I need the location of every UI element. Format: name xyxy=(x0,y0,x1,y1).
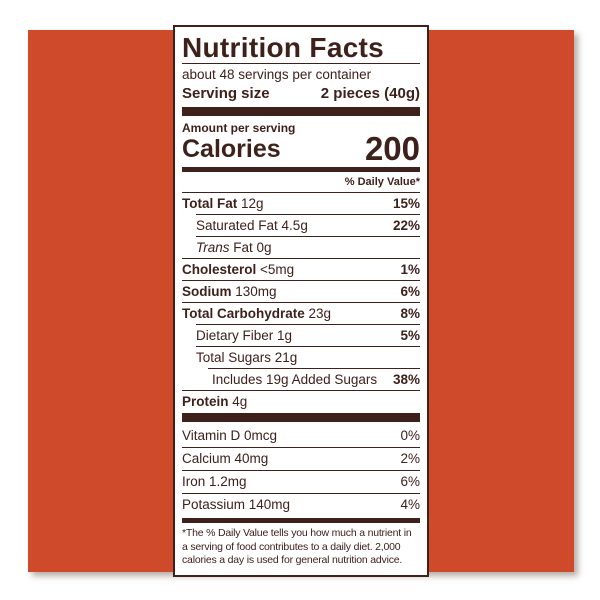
nutrient-row: Cholesterol <5mg 1% xyxy=(182,259,420,280)
calories-value: 200 xyxy=(364,130,420,168)
servings-per-container: about 48 servings per container xyxy=(182,67,372,83)
nutrient-name: Cholesterol <5mg xyxy=(182,262,295,278)
separator-rule xyxy=(182,302,420,304)
nutrient-row: Sodium 130mg 6% xyxy=(182,281,420,302)
title-rule xyxy=(182,63,420,65)
separator-rule xyxy=(182,258,420,260)
footnote-line: *The % Daily Value tells you how much a … xyxy=(182,527,412,540)
daily-value-percent: 6% xyxy=(400,474,420,490)
micronutrient-row: Calcium 40mg 2% xyxy=(182,448,420,470)
nutrient-name: Saturated Fat 4.5g xyxy=(196,218,308,234)
nutrient-row: Includes 19g Added Sugars 38% xyxy=(182,369,420,390)
daily-value-percent xyxy=(414,347,420,368)
nutrient-name: Potassium 140mg xyxy=(182,497,291,513)
separator-rule xyxy=(196,236,420,238)
nutrient-name: Total Fat 12g xyxy=(182,196,264,212)
daily-value-percent: 1% xyxy=(400,262,420,278)
nutrient-name: Vitamin D 0mcg xyxy=(182,428,278,444)
nutrient-name: Total Sugars 21g xyxy=(196,350,298,366)
separator-rule xyxy=(182,390,420,392)
nutrient-row: Total Sugars 21g xyxy=(182,347,420,368)
separator-rule xyxy=(182,192,420,194)
nutrient-name: Dietary Fiber 1g xyxy=(196,328,293,344)
separator-rule xyxy=(182,493,420,495)
daily-value-percent xyxy=(414,391,420,412)
separator-rule xyxy=(208,368,420,370)
daily-value-percent: 6% xyxy=(400,284,420,300)
daily-value-percent: 5% xyxy=(400,328,420,344)
serving-size-label: Serving size xyxy=(182,85,270,103)
daily-value-percent xyxy=(414,237,420,258)
nutrient-row: Saturated Fat 4.5g 22% xyxy=(182,215,420,236)
nutrient-row: Trans Fat 0g xyxy=(182,237,420,258)
daily-value-percent: 4% xyxy=(400,497,420,513)
amount-per-serving-label: Amount per serving xyxy=(182,121,296,136)
calories-label: Calories xyxy=(182,135,281,164)
label-title: Nutrition Facts xyxy=(182,32,385,64)
orange-card: Nutrition Facts about 48 servings per co… xyxy=(28,25,574,577)
nutrient-name: Protein 4g xyxy=(182,394,248,410)
daily-value-percent: 8% xyxy=(400,306,420,322)
micronutrient-row: Potassium 140mg 4% xyxy=(182,494,420,516)
serving-size-row: Serving size 2 pieces (40g) xyxy=(182,83,420,106)
footnote-line: calories a day is used for general nutri… xyxy=(182,554,403,567)
micronutrient-rows: Vitamin D 0mcg 0% Calcium 40mg 2% Iron 1.2mg… xyxy=(182,425,420,516)
daily-value-header: % Daily Value* xyxy=(344,176,420,189)
micronutrient-row: Vitamin D 0mcg 0% xyxy=(182,425,420,447)
nutrient-name: Sodium 130mg xyxy=(182,284,277,300)
separator-rule xyxy=(196,346,420,348)
micronutrient-row: Iron 1.2mg 6% xyxy=(182,471,420,493)
footnote: *The % Daily Value tells you how much a … xyxy=(182,524,420,568)
daily-value-percent: 38% xyxy=(392,372,420,388)
nutrition-facts-label: Nutrition Facts about 48 servings per co… xyxy=(173,25,429,577)
section-divider-bar xyxy=(182,107,420,117)
nutrient-row: Dietary Fiber 1g 5% xyxy=(182,325,420,346)
nutrient-row: Protein 4g xyxy=(182,391,420,412)
nutrient-row: Total Fat 12g 15% xyxy=(182,193,420,214)
nutrient-name: Calcium 40mg xyxy=(182,451,269,467)
daily-value-percent: 15% xyxy=(392,196,420,212)
footnote-line: a serving of food contributes to a daily… xyxy=(182,540,401,553)
daily-value-percent: 0% xyxy=(400,428,420,444)
nutrient-name: Trans Fat 0g xyxy=(196,240,272,256)
separator-rule xyxy=(196,324,420,326)
daily-value-percent: 22% xyxy=(392,218,420,234)
section-divider-bar xyxy=(182,518,420,524)
nutrient-rows: Total Fat 12g 15% Saturated Fat 4.5g 22% Tra… xyxy=(182,192,420,412)
daily-value-percent: 2% xyxy=(400,451,420,467)
serving-size-value: 2 pieces (40g) xyxy=(320,85,420,103)
nutrient-name: Includes 19g Added Sugars xyxy=(212,372,378,388)
section-divider-bar xyxy=(182,167,420,173)
separator-rule xyxy=(182,470,420,472)
calories-row: Calories 200 xyxy=(182,130,420,168)
nutrient-row: Total Carbohydrate 23g 8% xyxy=(182,303,420,324)
separator-rule xyxy=(182,280,420,282)
nutrient-name: Total Carbohydrate 23g xyxy=(182,306,332,322)
section-divider-bar xyxy=(182,413,420,423)
separator-rule xyxy=(182,447,420,449)
separator-rule xyxy=(196,214,420,216)
nutrient-name: Iron 1.2mg xyxy=(182,474,247,490)
